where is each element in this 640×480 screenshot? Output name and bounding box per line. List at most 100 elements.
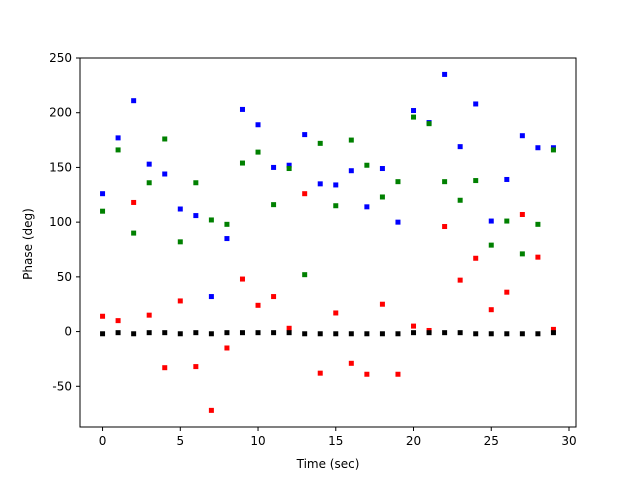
data-point-series-2 [473,178,479,184]
data-point-series-2 [519,251,525,257]
data-point-series-4 [473,331,479,337]
x-tick-label: 0 [99,434,107,448]
data-point-series-1 [442,71,448,77]
data-point-series-2 [302,272,308,278]
y-tick-label: 50 [57,270,72,284]
data-point-series-1 [473,101,479,107]
data-point-series-2 [162,136,168,142]
data-point-series-3 [131,199,137,205]
data-point-series-1 [504,176,510,182]
data-point-series-2 [224,221,230,227]
data-point-series-1 [488,218,494,224]
x-tick-label: 10 [250,434,265,448]
data-point-series-3 [239,276,245,282]
plot-frame [79,57,577,428]
data-point-series-4 [286,330,292,336]
data-point-series-3 [395,371,401,377]
data-point-series-2 [286,166,292,172]
x-tick-label: 20 [406,434,421,448]
data-point-series-2 [426,121,432,127]
data-point-series-3 [411,323,417,329]
y-tick-label: 200 [49,106,72,120]
data-point-series-1 [379,166,385,172]
data-point-series-3 [255,302,261,308]
data-point-series-4 [302,331,308,337]
data-point-series-2 [457,197,463,203]
x-axis-label: Time (sec) [296,457,360,471]
x-tick-label: 5 [176,434,184,448]
data-point-series-2 [131,230,137,236]
data-point-series-4 [411,330,417,336]
data-point-series-3 [488,307,494,313]
data-point-series-3 [100,313,106,319]
data-point-series-2 [115,147,121,153]
data-point-series-1 [131,98,137,104]
data-point-series-2 [504,218,510,224]
data-point-series-4 [379,331,385,337]
data-point-series-4 [255,330,261,336]
data-point-series-1 [146,161,152,167]
data-point-series-2 [348,137,354,143]
data-point-series-2 [411,114,417,120]
data-point-series-4 [426,330,432,336]
data-point-series-1 [224,236,230,242]
data-point-series-4 [348,331,354,337]
y-tick-label: 150 [49,160,72,174]
data-point-series-2 [271,202,277,208]
data-point-series-3 [317,370,323,376]
data-point-series-1 [271,164,277,170]
plot-area: 0 5 10 15 20 25 30 -50 0 50 100 150 200 250 [49,51,577,448]
data-point-series-3 [177,298,183,304]
data-point-series-4 [208,331,214,337]
data-point-series-3 [379,301,385,307]
data-point-series-4 [131,331,137,337]
data-point-series-3 [473,255,479,261]
data-point-series-4 [193,330,199,336]
y-tick-label: 100 [49,215,72,229]
x-tick-label: 15 [328,434,343,448]
data-point-series-3 [348,360,354,366]
y-tick-label: -50 [52,379,72,393]
data-point-series-3 [162,365,168,371]
data-point-series-4 [550,330,556,336]
data-point-series-1 [193,213,199,219]
data-point-series-3 [193,364,199,370]
data-point-series-4 [442,330,448,336]
data-point-series-2 [100,208,106,214]
data-point-series-1 [286,162,292,168]
data-point-series-3 [442,224,448,230]
data-point-series-3 [208,407,214,413]
data-point-series-3 [271,294,277,300]
data-point-series-4 [395,331,401,337]
x-tick-label: 25 [484,434,499,448]
data-point-series-4 [177,331,183,337]
data-point-series-2 [146,180,152,186]
data-point-series-2 [395,179,401,185]
y-tick-label: 0 [64,325,72,339]
data-point-series-4 [333,331,339,337]
data-point-series-3 [550,326,556,332]
data-point-series-2 [364,162,370,168]
data-point-series-4 [146,330,152,336]
data-point-series-1 [208,294,214,300]
data-point-series-4 [457,330,463,336]
data-point-series-2 [208,217,214,223]
data-point-series-4 [519,331,525,337]
data-point-series-4 [488,331,494,337]
data-point-series-1 [239,106,245,112]
data-point-series-1 [333,182,339,188]
data-point-series-3 [535,254,541,260]
data-point-series-4 [115,330,121,336]
data-point-series-2 [442,179,448,185]
data-point-series-1 [255,122,261,128]
data-point-series-4 [535,331,541,337]
data-point-series-1 [302,132,308,138]
data-point-series-2 [535,221,541,227]
data-point-series-2 [239,160,245,166]
data-point-series-1 [395,219,401,225]
data-point-series-3 [224,345,230,351]
data-point-series-4 [317,331,323,337]
data-point-series-2 [488,242,494,248]
data-point-series-4 [271,330,277,336]
